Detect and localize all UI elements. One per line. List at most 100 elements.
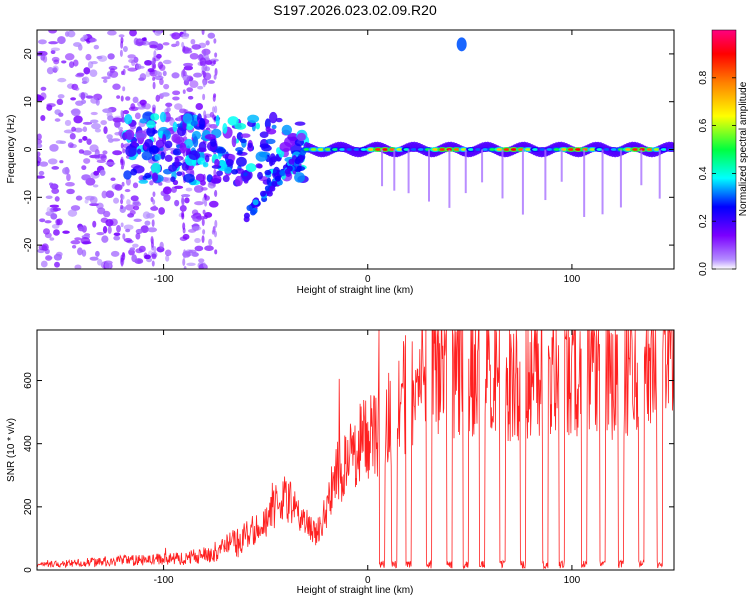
heatmap-cell	[243, 172, 248, 177]
heatmap-cell	[46, 67, 54, 75]
heatmap-cell	[49, 204, 60, 208]
heatmap-cell	[161, 92, 170, 97]
heatmap-cell	[102, 150, 108, 155]
heatmap-cell	[46, 256, 53, 260]
heatmap-cell	[152, 30, 156, 33]
heatmap-cell	[81, 174, 91, 181]
heatmap-cell	[183, 30, 187, 36]
heatmap-cell	[75, 73, 84, 78]
heatmap-cell	[51, 187, 60, 194]
heatmap-cell	[294, 121, 306, 126]
heatmap-cell	[204, 134, 216, 140]
heatmap-cell	[260, 190, 267, 197]
heatmap-cell	[510, 148, 517, 151]
heatmap-cell	[93, 44, 100, 50]
heatmap-cell	[432, 148, 439, 151]
heatmap-cell	[49, 237, 55, 241]
heatmap-cell	[191, 209, 199, 216]
heatmap-cell	[89, 69, 98, 77]
heatmap-cell	[61, 60, 67, 64]
heatmap-cell	[124, 129, 135, 140]
heatmap-cell	[147, 68, 155, 73]
heatmap-cell	[382, 148, 389, 151]
heatmap-cell	[38, 39, 47, 45]
heatmap-cell	[70, 205, 81, 211]
heatmap-cell	[202, 229, 206, 235]
spectrogram-x-tick-label: -100	[154, 274, 174, 285]
heatmap-cell	[131, 59, 136, 67]
heatmap-cell	[112, 150, 123, 156]
heatmap-cell	[195, 173, 205, 183]
heatmap-cell	[54, 196, 60, 202]
heatmap-cell	[166, 106, 171, 113]
heatmap-cell	[560, 149, 563, 182]
heatmap-cell	[57, 94, 65, 99]
heatmap-cell	[46, 104, 53, 111]
heatmap-cell	[172, 96, 180, 101]
spectrogram-x-tick-label: 0	[365, 274, 371, 285]
heatmap-cell	[190, 39, 196, 45]
heatmap-cell	[275, 117, 283, 123]
heatmap-cell	[639, 148, 646, 151]
heatmap-cell	[129, 30, 137, 37]
heatmap-cell	[252, 199, 259, 206]
heatmap-cell	[155, 94, 160, 102]
heatmap-cell	[41, 243, 49, 252]
heatmap-cell	[172, 121, 178, 132]
heatmap-cell	[59, 160, 64, 164]
heatmap-cell	[195, 102, 204, 110]
heatmap-cell	[81, 165, 87, 171]
heatmap-cell	[162, 186, 172, 195]
heatmap-cell	[353, 148, 360, 151]
spectrogram-ylabel: Frequency (Hz)	[6, 115, 17, 184]
heatmap-cell	[257, 171, 263, 180]
heatmap-cell	[146, 120, 156, 129]
heatmap-cell	[525, 148, 532, 151]
heatmap-cell	[159, 64, 166, 71]
heatmap-cell	[70, 97, 77, 101]
heatmap-cell	[140, 225, 149, 233]
heatmap-cell	[144, 59, 153, 66]
heatmap-cell	[92, 220, 97, 228]
figure-title: S197.2026.023.02.09.R20	[273, 2, 437, 18]
heatmap-cell	[121, 194, 125, 200]
heatmap-cell	[213, 190, 217, 197]
heatmap-cell	[54, 261, 60, 268]
heatmap-cell	[202, 93, 206, 101]
heatmap-cell	[74, 237, 82, 241]
heatmap-cell	[101, 190, 108, 199]
heatmap-cell	[73, 42, 82, 47]
heatmap-cell	[82, 136, 88, 141]
heatmap-cell	[265, 126, 271, 133]
heatmap-cell	[67, 209, 78, 217]
heatmap-cell	[259, 131, 269, 138]
heatmap-cell	[189, 52, 199, 60]
heatmap-cell	[102, 108, 113, 114]
heatmap-cell	[71, 245, 77, 249]
heatmap-cell	[179, 108, 187, 114]
heatmap-cell	[310, 148, 317, 151]
heatmap-cell	[339, 148, 346, 151]
snr-panel: -100 0 100 0 200 400 600 Height of straight l…	[6, 329, 675, 596]
heatmap-cell	[171, 133, 181, 143]
heatmap-cell	[553, 148, 560, 151]
heatmap-cell	[82, 121, 93, 125]
heatmap-cell	[113, 235, 121, 241]
heatmap-cell	[269, 185, 276, 192]
heatmap-cell	[68, 61, 75, 69]
heatmap-cell	[160, 151, 166, 160]
heatmap-cell	[37, 151, 41, 157]
heatmap-cell	[381, 149, 384, 187]
heatmap-cell	[152, 191, 156, 197]
heatmap-cell	[85, 95, 94, 99]
heatmap-cell	[107, 138, 114, 143]
heatmap-cell	[240, 133, 251, 138]
heatmap-cell	[121, 181, 125, 187]
heatmap-cell	[67, 30, 76, 38]
heatmap-cell	[90, 111, 98, 116]
heatmap-cell	[192, 136, 199, 148]
heatmap-cell	[96, 232, 105, 236]
heatmap-cell	[259, 143, 270, 149]
heatmap-cell	[201, 65, 205, 73]
